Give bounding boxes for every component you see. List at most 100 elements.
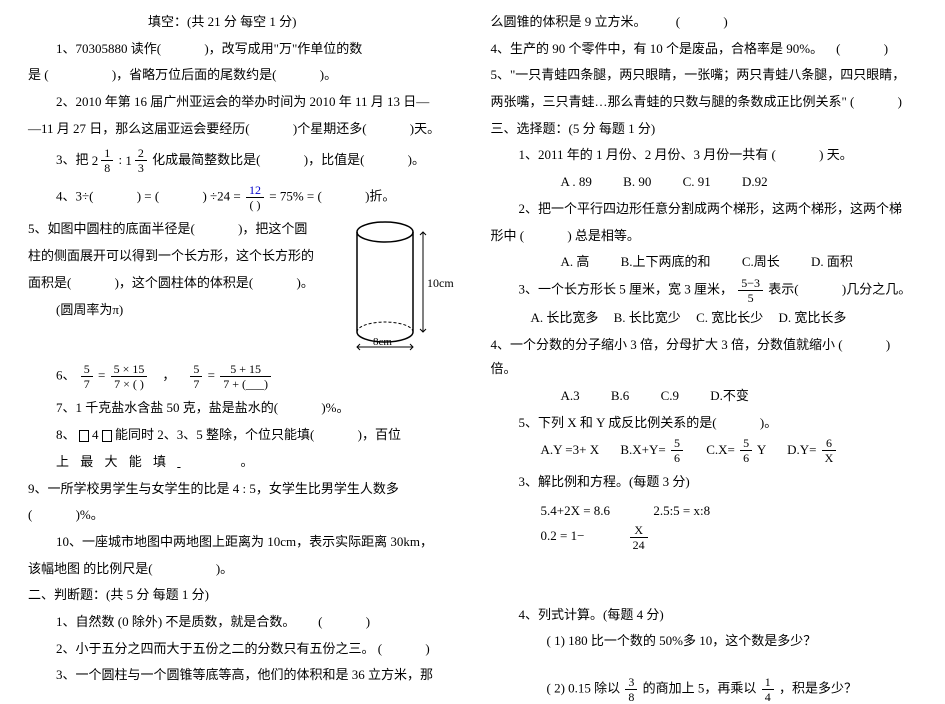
q5-l4: (圆周率为π)	[28, 298, 335, 323]
f57n2: 5	[190, 363, 202, 377]
lc2: ( 2) 0.15 除以 38 的商加上 5，再乘以 14 ，积是多少？	[491, 676, 918, 703]
q8-line2: 上 最 大 能 填 。	[28, 450, 455, 475]
cyl-width-label: 8cm	[373, 336, 392, 348]
c2A: A. 高	[561, 254, 590, 269]
comma: ，	[153, 368, 186, 383]
c1C: C. 91	[683, 174, 711, 189]
c5B: B.X+Y= 56	[620, 442, 688, 457]
q8e: 。	[241, 454, 254, 469]
c3: 3、一个长方形长 5 厘米，宽 3 厘米， 5−35 表示( )几分之几。	[491, 277, 918, 304]
j1: 1、自然数 (0 除外) 不是质数，就是合数。 ( )	[28, 610, 455, 635]
lc2a: ( 2) 0.15 除以	[547, 681, 621, 696]
c2C: C.周长	[742, 254, 780, 269]
q1d: )，省略万位后面的尾数约是(	[112, 67, 277, 82]
lc1: ( 1) 180 比一个数的 50%多 10，这个数是多少？	[491, 629, 918, 654]
frac-5-7-a: 57	[81, 363, 93, 390]
c2-choices: A. 高 B.上下两底的和 C.周长 D. 面积	[491, 250, 918, 275]
mixed1-whole: 2	[92, 149, 99, 174]
c5D: D.Y= 6X	[787, 442, 838, 457]
r2p: (	[836, 41, 840, 56]
eq-2: 2.5:5 = x:8	[653, 499, 710, 524]
m1-num: 1	[101, 147, 113, 161]
q3-line: 3、把 2 18 : 1 23 化成最简整数比是( )，比值是( )。	[28, 147, 455, 174]
q10b: 该幅地图 的比例尺是(	[28, 561, 153, 576]
c5C-frac: 56	[740, 437, 752, 464]
ff1d: 7 × ( )	[111, 377, 148, 390]
q7a: 7、1 千克盐水含盐 50 克，盐是盐水的(	[56, 400, 278, 415]
q5e: )，这个圆柱体的体积是(	[115, 275, 254, 290]
r3a: 5、"一只青蛙四条腿，两只眼睛，一张嘴；两只青蛙八条腿，四只眼睛，	[491, 63, 918, 88]
c3B: B. 长比宽少	[614, 310, 681, 325]
r2e: )	[884, 41, 888, 56]
q2-line1: 2、2010 年第 16 届广州亚运会的举办时间为 2010 年 11 月 13…	[28, 90, 455, 115]
c1: 1、2011 年的 1 月份、2 月份、3 月份一共有 ( ) 天。	[491, 143, 918, 168]
q1c: 是 (	[28, 67, 49, 82]
q2b: —11 月 27 日，那么这届亚运会要经历(	[28, 121, 250, 136]
q5-l2: 柱的侧面展开可以得到一个长方形，这个长方形的	[28, 244, 335, 269]
eq3l: 0.2 = 1−	[541, 524, 585, 549]
q1e: )。	[320, 67, 337, 82]
c2c: ) 总是相等。	[567, 228, 640, 243]
frac-form-1: 5 × 157 × ( )	[111, 363, 148, 390]
c5a: 5、下列 X 和 Y 成反比例关系的是(	[519, 415, 717, 430]
eq-3: 0.2 = 1− X24	[541, 524, 728, 551]
lc2fn2: 1	[762, 676, 774, 690]
c5-choices: A.Y =3+ X B.X+Y= 56 C.X= 56 Y D.Y= 6X	[491, 437, 918, 464]
section-judge-title: 二、判断题：(共 5 分 每题 1 分)	[28, 583, 455, 608]
lc2fn: 3	[625, 676, 637, 690]
q1a: 1、70305880 读作(	[56, 41, 161, 56]
q10-line2: 该幅地图 的比例尺是( )。	[28, 557, 455, 582]
q10-line1: 10、一座城市地图中两地图上距离为 10cm，表示实际距离 30km，	[28, 530, 455, 555]
c5B-frac: 56	[671, 437, 683, 464]
c3a: 3、一个长方形长 5 厘米，宽 3 厘米，	[519, 281, 734, 296]
c5bfn: 5	[671, 437, 683, 451]
q7-line: 7、1 千克盐水含盐 50 克，盐是盐水的( )%。	[28, 396, 455, 421]
q1b: )，改写成用"万"作单位的数	[204, 41, 362, 56]
r2: 4、生产的 90 个零件中，有 10 个是废品，合格率是 90%。 ( )	[491, 37, 918, 62]
f57n1: 5	[81, 363, 93, 377]
q9-line1: 9、一所学校男学生与女学生的比是 4 : 5，女学生比男学生人数多	[28, 477, 455, 502]
r3bt: 两张嘴，三只青蛙…那么青蛙的只数与腿的条数成正比例关系" (	[491, 94, 855, 109]
section-choice-title: 三、选择题：(5 分 每题 1 分)	[491, 117, 918, 142]
j1t: 1、自然数 (0 除外) 不是质数，就是合数。	[56, 614, 295, 629]
eq3-frac: X24	[630, 524, 688, 551]
lc2-frac1: 38	[625, 676, 637, 703]
c5cfd: 6	[740, 451, 752, 464]
j2t: 2、小于五分之四而大于五份之二的分数只有五份之三。	[56, 641, 375, 656]
c5dfd: X	[822, 451, 837, 464]
c1-choices: A . 89 B. 90 C. 91 D.92	[491, 170, 918, 195]
frac-form-2: 5 + 157 + (___)	[220, 363, 271, 390]
c2B: B.上下两底的和	[621, 254, 711, 269]
q4e: )折。	[365, 189, 395, 204]
lc2-frac2: 14	[762, 676, 774, 703]
c3fn: 5−3	[738, 277, 763, 291]
c2a: 2、把一个平行四边形任意分割成两个梯形，这两个梯形，这两个梯	[491, 197, 918, 222]
r3b: 两张嘴，三只青蛙…那么青蛙的只数与腿的条数成正比例关系" ( )	[491, 90, 918, 115]
frac12-den: ( )	[246, 198, 264, 211]
q5b: )，把这个圆	[238, 221, 307, 236]
lc2fd2: 4	[762, 690, 774, 703]
q1-line2: 是 ( )，省略万位后面的尾数约是( )。	[28, 63, 455, 88]
q4c: ) ÷24 =	[202, 189, 244, 204]
m2-den: 3	[135, 161, 147, 174]
equations-row: 5.4+2X = 8.6 2.5:5 = x:8 0.2 = 1− X24	[491, 499, 918, 551]
q4b: ) = (	[137, 189, 160, 204]
c5Dl: D.Y=	[787, 442, 820, 457]
q8b: 能同时 2、3、5 整除，个位只能填(	[115, 427, 314, 442]
frac12-num: 12	[246, 184, 264, 198]
c2D: D. 面积	[811, 254, 853, 269]
mixed-fraction-2: 1 23	[125, 147, 149, 174]
j3: 3、一个圆柱与一个圆锥等底等高，他们的体积和是 36 立方米，那	[28, 663, 455, 688]
c2b: 形中 ( ) 总是相等。	[491, 224, 918, 249]
c4B: B.6	[611, 388, 629, 403]
q9c: )%。	[76, 507, 104, 522]
c5A: A.Y =3+ X	[541, 442, 600, 457]
c4a: 4、一个分数的分子缩小 3 倍，分母扩大 3 倍，分数值就缩小 (	[491, 337, 843, 352]
q9-line2: ( )%。	[28, 503, 455, 528]
q5-l1: 5、如图中圆柱的底面半径是( )，把这个圆	[28, 217, 335, 242]
q6-line: 6、 57 = 5 × 157 × ( ) ， 57 = 5 + 157 + (…	[28, 363, 455, 390]
q1-line1: 1、70305880 读作( )，改写成用"万"作单位的数	[28, 37, 455, 62]
q3b: :	[119, 153, 126, 168]
ff2n: 5 + 15	[220, 363, 271, 377]
c5b: )。	[760, 415, 777, 430]
